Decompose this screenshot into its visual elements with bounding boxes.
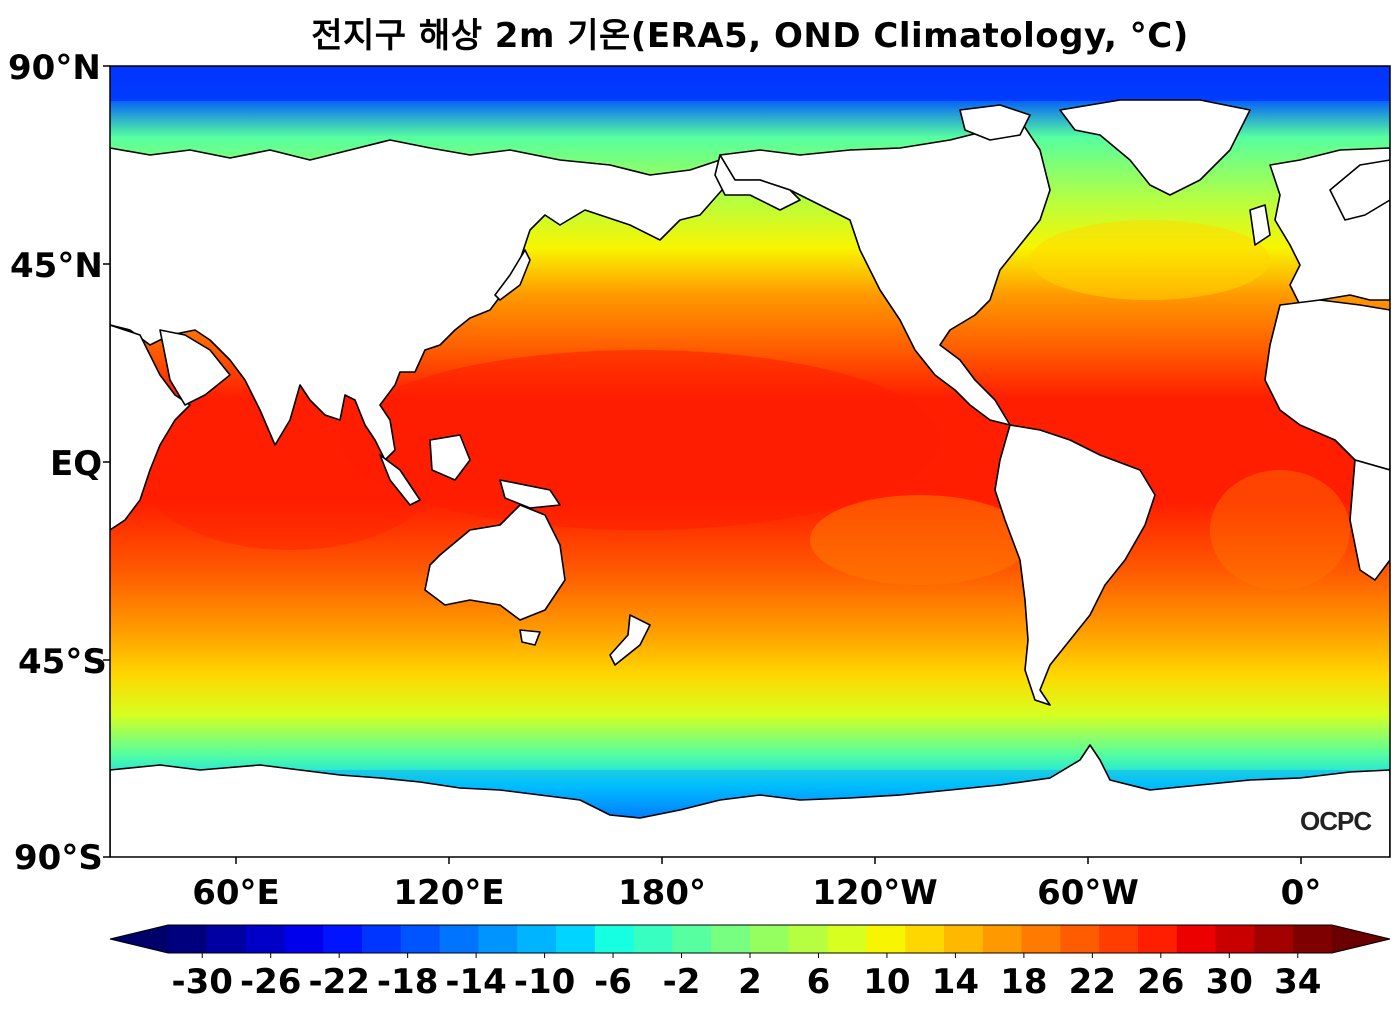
- colorbar-tick-label: 22: [1068, 962, 1117, 1002]
- colorbar-tick-label: 2: [738, 962, 762, 1002]
- colorbar-swatch: [594, 925, 635, 953]
- colorbar-tick-label: 18: [1000, 962, 1048, 1002]
- colorbar-swatch: [168, 925, 208, 953]
- eurasia-landmass: [110, 139, 723, 461]
- lon-label-0: 0°: [1280, 873, 1322, 913]
- new-zealand: [609, 614, 651, 666]
- colorbar-swatch: [1099, 925, 1139, 953]
- lon-ticks: [235, 857, 1302, 864]
- ocpc-logo: OCPC: [1300, 806, 1372, 836]
- new-guinea: [499, 479, 561, 509]
- colorbar-tick-label: 14: [931, 962, 980, 1002]
- antarctica: [110, 744, 1390, 857]
- lon-label-60e: 60°E: [192, 873, 280, 913]
- colorbar-tick-label: -6: [594, 962, 632, 1002]
- lon-label-180: 180°: [618, 873, 706, 913]
- lat-ticks: [103, 65, 110, 858]
- canadian-arctic-islands: [959, 104, 1031, 141]
- colorbar-tick-label: -30: [171, 962, 233, 1002]
- colorbar-swatch: [905, 925, 945, 953]
- sumatra: [379, 454, 421, 506]
- lat-label-45n: 45°N: [10, 246, 103, 286]
- colorbar-tick-label: -10: [513, 962, 576, 1002]
- africa-south: [1349, 459, 1390, 581]
- colorbar-tick-label: -22: [308, 962, 370, 1002]
- pacific-warm-pool: [340, 350, 940, 530]
- landmasses: [110, 99, 1390, 857]
- greenland: [1059, 99, 1251, 196]
- colorbar-tick-label: -18: [376, 962, 439, 1002]
- colorbar-swatch: [517, 925, 557, 953]
- colorbar-swatch: [750, 925, 790, 953]
- colorbar-tick-label: -14: [445, 962, 507, 1002]
- indian-warm-pool: [140, 390, 440, 550]
- colorbar: [109, 924, 1391, 958]
- benguela-cool-tongue: [1210, 470, 1350, 590]
- colorbar-swatch: [827, 925, 867, 953]
- british-isles: [1249, 204, 1271, 246]
- colorbar-swatch: [478, 925, 518, 953]
- arabia: [159, 329, 231, 406]
- colorbar-swatch: [633, 925, 673, 953]
- colorbar-tick-label: 30: [1205, 962, 1253, 1002]
- colorbar-swatch: [1293, 925, 1333, 953]
- lat-label-90n: 90°N: [8, 48, 101, 88]
- colorbar-swatch: [556, 925, 596, 953]
- north-atlantic-warm-region: [1030, 220, 1270, 300]
- colorbar-tick-label: 34: [1274, 962, 1322, 1002]
- arctic-cold-zone: [110, 66, 1390, 101]
- colorbar-tick-label: 10: [863, 962, 911, 1002]
- colorbar-swatch: [866, 925, 906, 953]
- alaska: [714, 154, 801, 211]
- colorbar-tick-label: 6: [806, 962, 831, 1002]
- colorbar-over-arrow: [1332, 925, 1390, 953]
- south-america: [994, 424, 1156, 706]
- colorbar-swatch: [362, 925, 402, 953]
- colorbar-tick-label: 26: [1137, 962, 1185, 1002]
- colorbar-swatch: [245, 925, 285, 953]
- australia: [424, 504, 566, 621]
- borneo: [429, 434, 471, 481]
- map-area: [110, 66, 1390, 857]
- africa-west: [1264, 299, 1390, 471]
- lat-label-eq: EQ: [50, 444, 103, 484]
- colorbar-outline: [109, 924, 1391, 954]
- colorbar-tick-label: -2: [662, 962, 701, 1002]
- colorbar-swatch: [323, 925, 363, 953]
- colorbar-swatch: [1060, 925, 1100, 953]
- lon-label-120e: 120°E: [393, 873, 505, 913]
- colorbar-swatch: [982, 925, 1023, 953]
- colorbar-swatch: [1215, 925, 1255, 953]
- page-title: 전지구 해상 2m 기온(ERA5, OND Climatology, °C): [311, 16, 1189, 56]
- lat-label-45s: 45°S: [18, 642, 107, 682]
- colorbar-swatch: [400, 925, 441, 953]
- lon-label-60w: 60°W: [1037, 873, 1139, 913]
- colorbar-swatch: [1021, 925, 1061, 953]
- lat-label-90s: 90°S: [14, 838, 103, 878]
- tasmania: [519, 629, 541, 646]
- colorbar-swatch: [284, 925, 324, 953]
- japan: [494, 249, 531, 301]
- colorbar-swatch: [711, 925, 751, 953]
- colorbar-under-arrow: [110, 925, 168, 953]
- colorbar-swatch: [1254, 925, 1294, 953]
- colorbar-swatch: [206, 925, 247, 953]
- colorbar-swatch: [788, 925, 829, 953]
- east-pacific-cool-tongue: [810, 495, 1030, 585]
- colorbar-tick-label: -26: [239, 962, 302, 1002]
- colorbar-swatch: [672, 925, 712, 953]
- lon-label-120w: 120°W: [812, 873, 938, 913]
- colorbar-swatch: [1176, 925, 1217, 953]
- scandinavia: [1329, 159, 1390, 221]
- colorbar-swatch: [439, 925, 479, 953]
- colorbar-swatch: [944, 925, 984, 953]
- colorbar-swatch: [1138, 925, 1178, 953]
- africa-horn: [110, 324, 191, 531]
